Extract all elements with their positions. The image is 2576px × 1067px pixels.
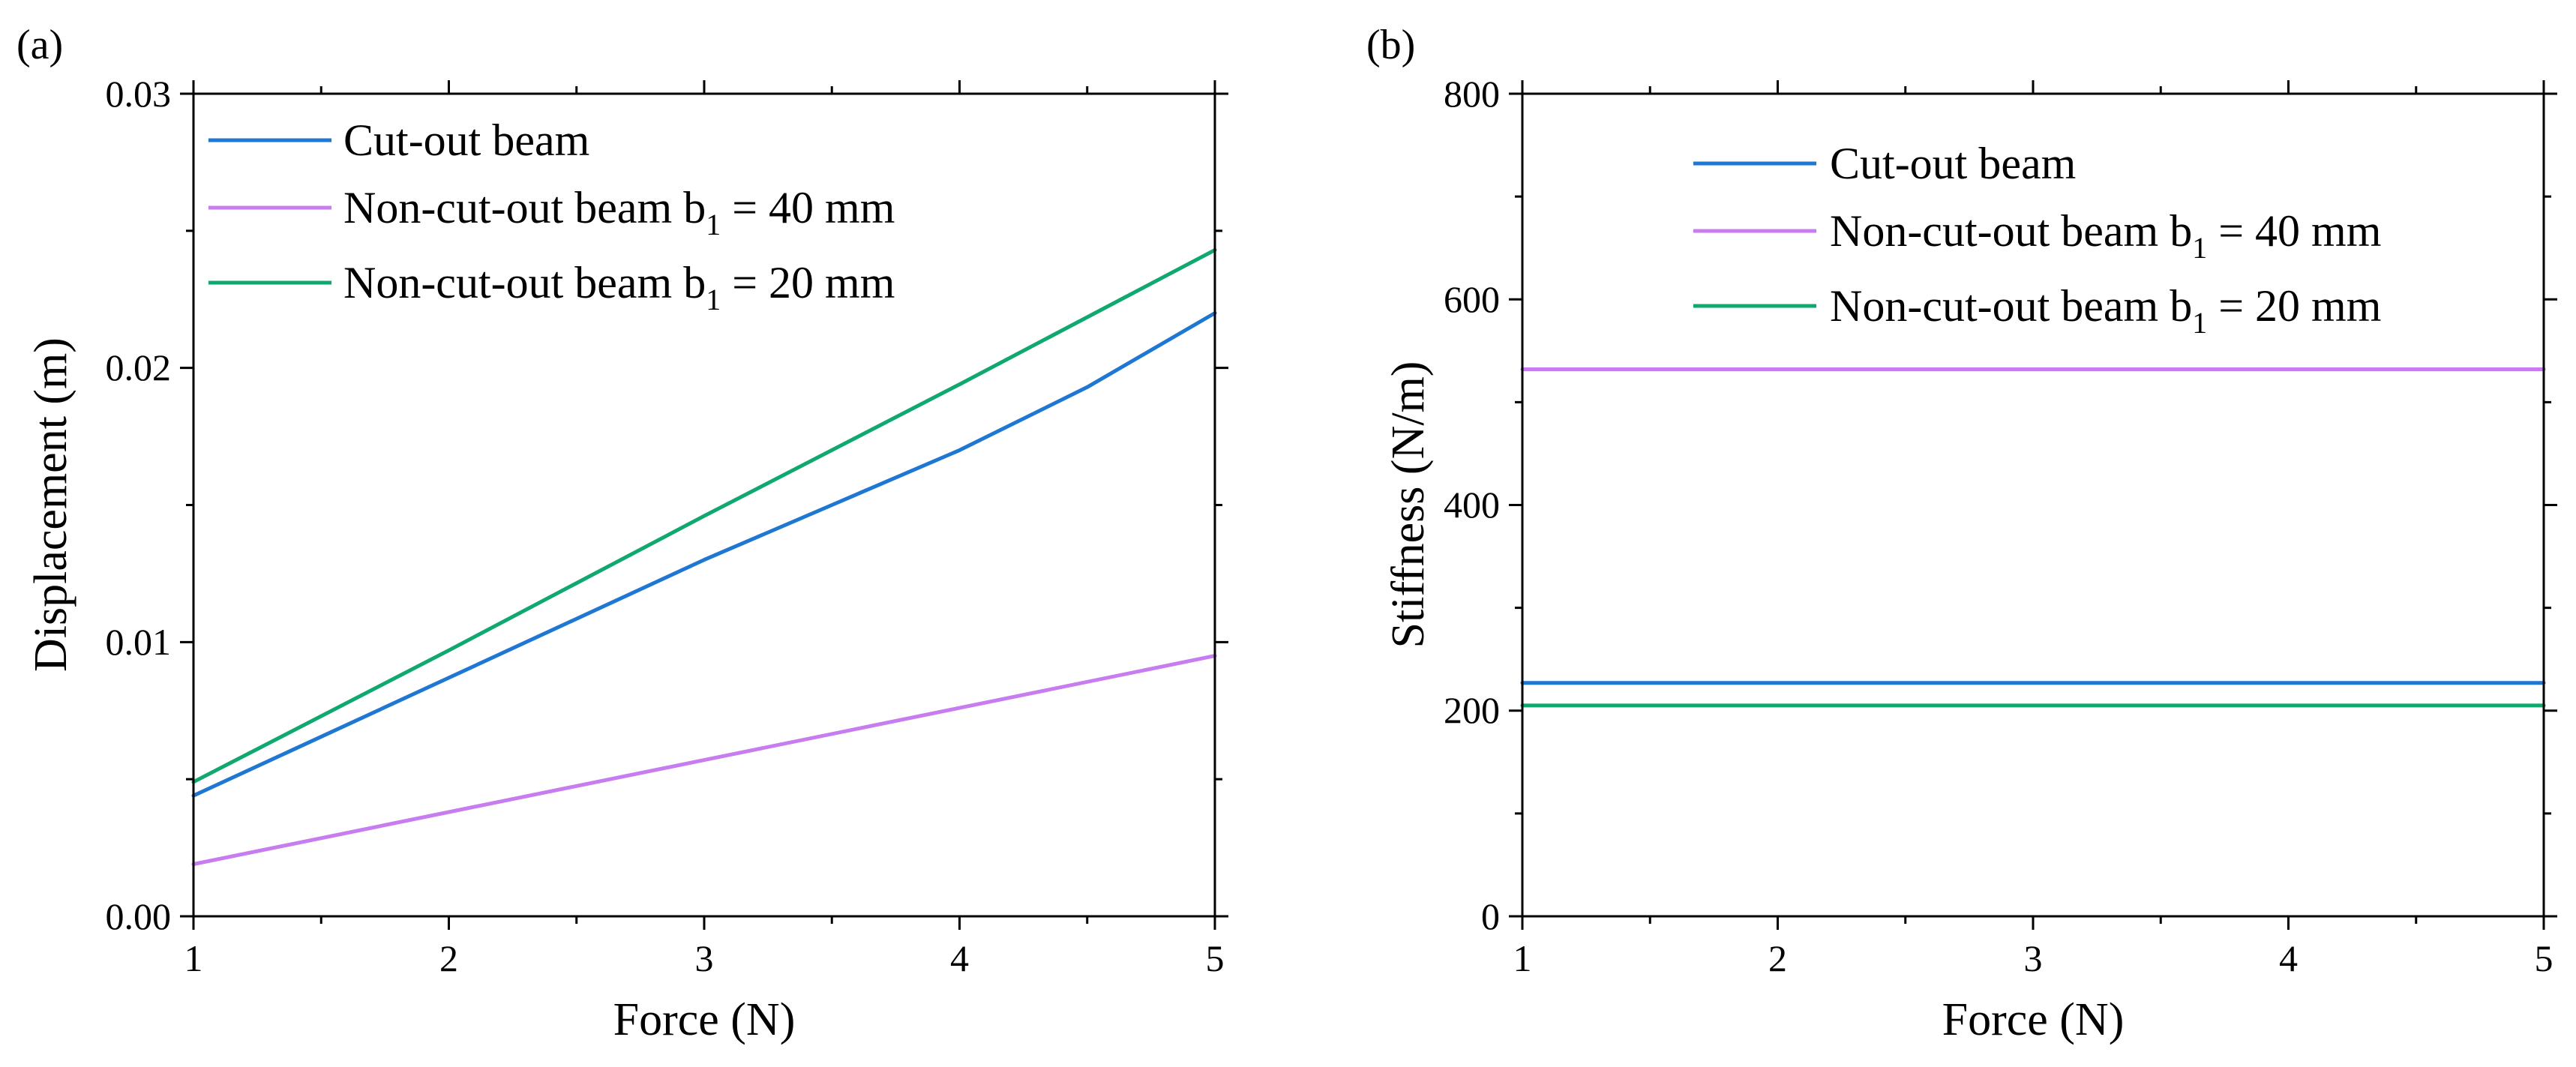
legend-tail-text: = 20 mm (2207, 281, 2381, 331)
panel-b-x-tick-label: 5 (2535, 937, 2554, 979)
panel-a-legend-label-b20: Non-cut-out beam b1 = 20 mm (343, 258, 895, 316)
legend-tail-text: = 20 mm (721, 258, 895, 307)
panel-a-y-tick-label: 0.03 (106, 73, 172, 115)
legend-main-text: Cut-out beam (343, 115, 589, 165)
panel-b-x-tick-label: 2 (1768, 937, 1787, 979)
panel-b-y-tick-label: 400 (1444, 484, 1500, 526)
panel-b-y-tick-label: 800 (1444, 73, 1500, 115)
panel-b-x-tick-label: 4 (2279, 937, 2298, 979)
panel-b-stiffness-chart: (b) 800 600 400 200 0 1 2 3 4 5 Force (N… (1366, 22, 2557, 1045)
panel-a-ticks (180, 80, 1228, 930)
panel-a-x-tick-label: 5 (1206, 937, 1225, 979)
panel-a-y-tick-label: 0.02 (106, 346, 172, 388)
panel-a-y-axis-label: Displacement (m) (25, 337, 76, 672)
panel-b-x-tick-labels: 1 2 3 4 5 (1513, 937, 2554, 979)
panel-b-x-tick-label: 3 (2024, 937, 2043, 979)
legend-main-text: Non-cut-out beam b (343, 183, 706, 232)
legend-main-text: Non-cut-out beam b (1830, 206, 2192, 256)
legend-tail-text: = 40 mm (2207, 206, 2381, 256)
panel-a-x-tick-label: 3 (695, 937, 714, 979)
legend-main-text: Non-cut-out beam b (343, 258, 706, 307)
panel-a-y-tick-label: 0.00 (106, 895, 172, 937)
panel-b-legend-label-b40: Non-cut-out beam b1 = 40 mm (1830, 206, 2381, 265)
panel-a-label: (a) (16, 22, 63, 68)
panel-a-series-line-b40 (191, 654, 1217, 866)
legend-main-text: Cut-out beam (1830, 139, 2076, 188)
panel-a-y-tick-labels: 0.03 0.02 0.01 0.00 (106, 73, 172, 937)
panel-b-series-group (1520, 367, 2546, 708)
panel-b-y-tick-labels: 800 600 400 200 0 (1444, 73, 1500, 937)
panel-a-x-axis-label: Force (N) (613, 994, 796, 1045)
panel-b-y-tick-label: 200 (1444, 689, 1500, 731)
panel-b-x-axis-label: Force (N) (1942, 994, 2125, 1045)
panel-b-y-tick-label: 600 (1444, 278, 1500, 320)
panel-a-x-tick-label: 2 (439, 937, 458, 979)
legend-subscript: 1 (2192, 306, 2207, 340)
panel-a-x-tick-label: 1 (184, 937, 203, 979)
panel-b-x-tick-label: 1 (1513, 937, 1532, 979)
panel-a-legend-label-cutout: Cut-out beam (343, 115, 589, 165)
panel-a-legend: Cut-out beam Non-cut-out beam b1 = 40 mm… (208, 115, 895, 316)
panel-b-label: (b) (1366, 22, 1415, 68)
legend-subscript: 1 (2192, 231, 2207, 265)
panel-b-legend: Cut-out beam Non-cut-out beam b1 = 40 mm… (1693, 139, 2381, 340)
panel-b-y-axis-label: Stiffness (N/m) (1383, 361, 1434, 649)
legend-main-text: Non-cut-out beam b (1830, 281, 2192, 331)
panel-b-legend-label-b20: Non-cut-out beam b1 = 20 mm (1830, 281, 2381, 340)
panel-a-series-line-cutout (191, 311, 1217, 798)
panel-b-legend-label-cutout: Cut-out beam (1830, 139, 2076, 188)
panel-a-x-tick-label: 4 (950, 937, 969, 979)
legend-tail-text: = 40 mm (721, 183, 895, 232)
panel-a-series-group (191, 247, 1217, 866)
legend-subscript: 1 (706, 208, 721, 241)
panel-a-displacement-chart: (a) 0.03 0.02 0.01 0.00 1 2 3 4 5 Force … (16, 22, 1228, 1045)
panel-b-y-tick-label: 0 (1481, 895, 1500, 937)
legend-subscript: 1 (706, 283, 721, 316)
panel-a-x-tick-labels: 1 2 3 4 5 (184, 937, 1225, 979)
panel-a-y-tick-label: 0.01 (106, 621, 172, 663)
panel-a-series-line-b20 (191, 247, 1217, 784)
panel-a-legend-label-b40: Non-cut-out beam b1 = 40 mm (343, 183, 895, 241)
panel-b-ticks (1509, 80, 2557, 930)
